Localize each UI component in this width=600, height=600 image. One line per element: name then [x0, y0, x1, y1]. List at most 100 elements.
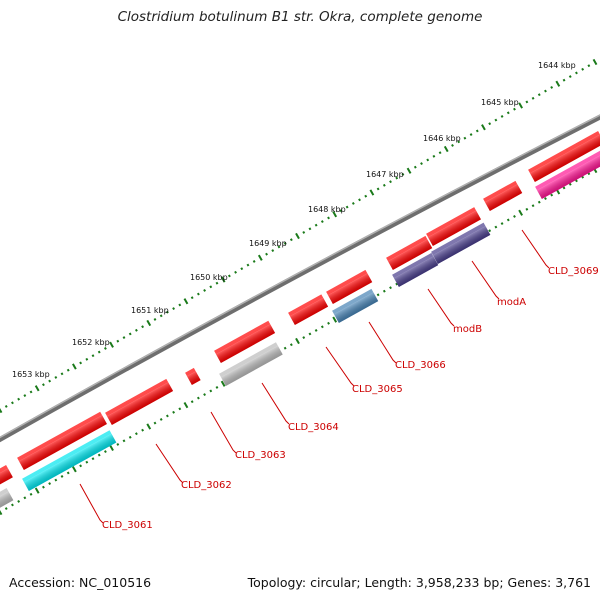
tick-label: 1652 kbp [72, 338, 110, 347]
tick-mark [178, 407, 182, 411]
tick-mark [172, 410, 176, 414]
tick-mark [295, 337, 300, 345]
tick-mark [209, 389, 213, 393]
tick-mark [481, 124, 486, 131]
tick-mark [575, 71, 578, 75]
tick-mark [581, 67, 585, 71]
tick-mark [190, 400, 194, 404]
tick-mark [295, 232, 300, 240]
forward-cds [483, 180, 523, 211]
tick-mark [271, 249, 275, 253]
tick-mark [531, 204, 535, 208]
tick-label: 1648 kbp [308, 205, 346, 214]
tick-mark [302, 336, 306, 339]
genome-summary-text: Topology: circular; Length: 3,958,233 bp… [247, 575, 591, 590]
tick-mark [525, 207, 529, 211]
gene-leader-line [521, 229, 550, 269]
tick-mark [562, 78, 566, 82]
tick-mark [525, 100, 529, 104]
tick-mark [153, 318, 157, 321]
tick-mark [488, 122, 492, 126]
tick-mark [320, 220, 324, 224]
map-title: Clostridium botulinum B1 str. Okra, comp… [117, 9, 483, 25]
reverse-cds [219, 342, 283, 386]
tick-mark [85, 357, 89, 361]
reverse-cds [0, 488, 14, 510]
tick-mark [34, 385, 40, 392]
tick-mark [469, 133, 473, 137]
tick-mark [265, 252, 268, 256]
gene-leader-line [325, 346, 355, 387]
tick-mark [283, 241, 287, 245]
tick-mark [103, 450, 107, 453]
gene-label: CLD_3069 [548, 266, 599, 277]
tick-mark [91, 354, 95, 358]
tick-mark [413, 165, 417, 169]
tick-mark [128, 332, 132, 336]
forward-cds [528, 130, 600, 182]
gene-label: CLD_3064 [288, 422, 339, 433]
gene-leader-line [210, 411, 237, 454]
tick-mark [277, 245, 281, 249]
gene-label: CLD_3065 [352, 384, 403, 395]
tick-mark [488, 229, 492, 233]
tick-mark [308, 227, 312, 231]
tick-mark [382, 289, 386, 293]
tick-mark [116, 339, 120, 343]
tick-mark [327, 216, 330, 220]
tick-mark [531, 96, 535, 100]
tick-mark [332, 211, 338, 218]
tick-mark [463, 136, 467, 140]
tick-mark [513, 107, 516, 111]
tick-mark [506, 111, 510, 115]
tick-mark [339, 209, 343, 213]
tick-mark [562, 186, 566, 190]
tick-mark [215, 385, 219, 389]
tick-mark [451, 144, 454, 147]
tick-mark [240, 267, 244, 271]
tick-mark [426, 158, 430, 162]
tick-mark [0, 508, 3, 516]
tick-mark [555, 80, 561, 87]
tick-mark [401, 173, 405, 176]
tick-mark [457, 140, 461, 144]
gene-labels: CLD_3061 CLD_3062 CLD_3063 CLD_3064 CLD_3065… [102, 266, 599, 531]
tick-mark [172, 307, 176, 311]
tick-mark [17, 397, 21, 401]
tick-mark [48, 379, 52, 383]
tick-mark [209, 285, 213, 289]
reverse-cds [535, 150, 600, 199]
reverse-strand [0, 150, 600, 510]
tick-label: 1645 kbp [481, 98, 519, 107]
gene-label: CLD_3061 [102, 520, 153, 531]
tick-mark [79, 361, 83, 365]
tick-mark [159, 418, 163, 421]
tick-mark [364, 194, 368, 198]
tick-mark [568, 75, 572, 79]
tick-mark [97, 453, 101, 457]
tick-mark [196, 396, 200, 400]
tick-mark [66, 471, 70, 475]
gene-label-leaders [79, 229, 550, 524]
tick-mark [23, 394, 27, 398]
forward-cds [17, 411, 107, 470]
reverse-cds [22, 430, 117, 491]
tick-mark [4, 507, 8, 510]
tick-mark [42, 383, 45, 387]
tick-mark [203, 393, 206, 396]
forward-cds [185, 367, 201, 385]
tick-mark [146, 319, 152, 327]
tick-mark [0, 406, 3, 414]
tick-mark [48, 482, 52, 486]
tick-mark [432, 154, 436, 158]
tick-mark [358, 198, 361, 202]
tick-mark [103, 347, 107, 350]
tick-mark [72, 363, 77, 370]
tick-mark [109, 444, 114, 451]
tick-mark [227, 274, 231, 278]
forward-cds [0, 464, 13, 485]
tick-label: 1650 kbp [190, 273, 228, 282]
tick-mark [165, 414, 169, 418]
tick-mark [42, 485, 45, 489]
